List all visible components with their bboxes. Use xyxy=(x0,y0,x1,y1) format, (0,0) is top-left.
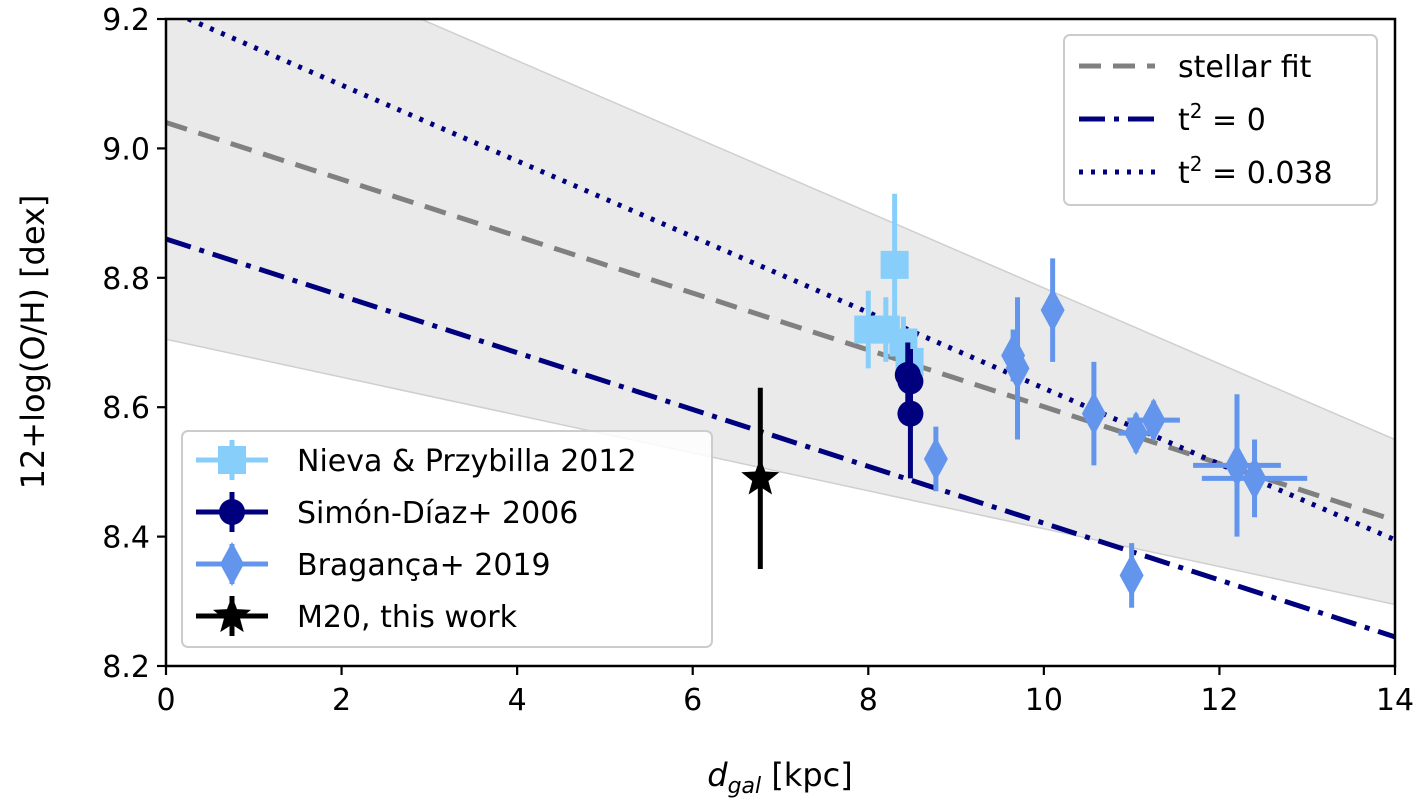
legend-box xyxy=(1063,34,1378,206)
x-tick-label: 10 xyxy=(1025,683,1063,718)
data-point xyxy=(1141,398,1166,443)
legend-marker xyxy=(219,499,245,525)
data-point xyxy=(880,250,909,279)
data-point xyxy=(897,400,924,427)
x-tick-label: 4 xyxy=(508,683,527,718)
legend-box xyxy=(181,430,713,648)
data-point xyxy=(741,458,780,495)
data-point xyxy=(1242,456,1267,501)
plot-frame xyxy=(164,17,1397,668)
y-axis: 8.2 8.4 8.6 8.8 9.0 9.2 xyxy=(102,3,166,685)
fit-line-1 xyxy=(166,236,1395,640)
legend-label: Bragança+ 2019 xyxy=(297,548,551,583)
y-tick-label: 8.2 xyxy=(102,650,150,685)
legend-points: Nieva & Przybilla 2012 Simón-Díaz+ 2006 Br… xyxy=(181,430,713,648)
fit-line-0 xyxy=(166,120,1395,523)
x-tick-label: 14 xyxy=(1376,683,1414,718)
y-tick-label: 8.4 xyxy=(102,521,150,556)
data-point xyxy=(923,436,948,481)
data-point xyxy=(1040,288,1065,333)
x-tick-label: 0 xyxy=(156,683,175,718)
y-axis-label: 12+log(O/H) [dex] xyxy=(14,195,52,490)
y-tick-label: 8.6 xyxy=(102,391,150,426)
legend-label: t2 = 0.038 xyxy=(1178,152,1333,191)
x-axis-label: dgal [kpc] xyxy=(707,756,852,799)
x-tick-label: 8 xyxy=(859,683,878,718)
legend-label: stellar fit xyxy=(1178,50,1312,85)
x-tick-label: 2 xyxy=(332,683,351,718)
series-3 xyxy=(741,387,780,569)
data-point xyxy=(1119,553,1144,598)
confidence-band xyxy=(166,19,1395,606)
legend-marker xyxy=(218,446,246,474)
y-tick-label: 8.8 xyxy=(102,262,150,297)
plot-area xyxy=(166,19,1395,640)
legend-label: Simón-Díaz+ 2006 xyxy=(297,496,578,531)
legend-label: t2 = 0 xyxy=(1178,99,1266,138)
x-axis: 0 2 4 6 8 10 12 14 xyxy=(156,666,1414,718)
data-point xyxy=(1005,346,1030,391)
x-tick-label: 12 xyxy=(1200,683,1238,718)
legend-marker xyxy=(212,596,252,633)
series-2 xyxy=(923,258,1308,608)
legend-label: Nieva & Przybilla 2012 xyxy=(297,444,637,479)
data-point xyxy=(1081,391,1106,436)
x-tick-label: 6 xyxy=(683,683,702,718)
series-1 xyxy=(894,342,924,479)
legend-label: M20, this work xyxy=(297,600,518,635)
y-tick-label: 9.2 xyxy=(102,3,150,38)
legend-lines: stellar fit t2 = 0 t2 = 0.038 xyxy=(1063,34,1378,206)
legend-marker xyxy=(220,542,244,586)
y-tick-label: 9.0 xyxy=(102,132,150,167)
